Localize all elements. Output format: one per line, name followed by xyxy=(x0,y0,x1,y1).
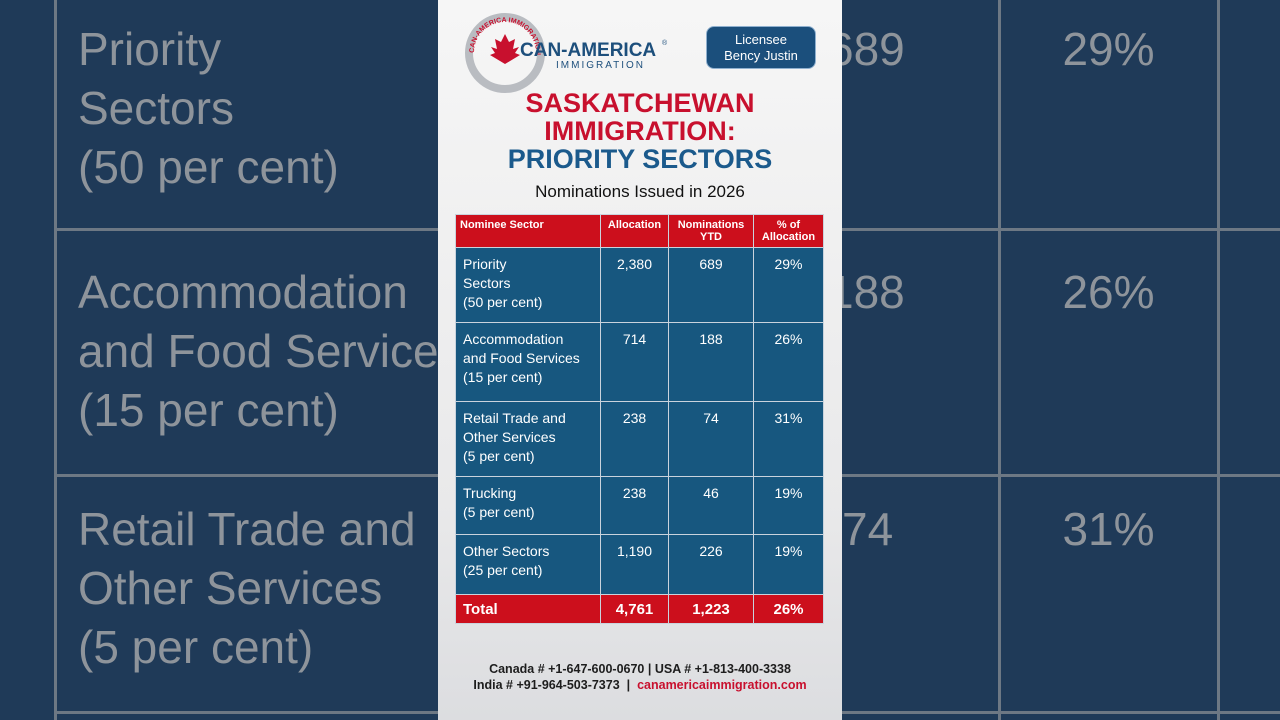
bg-value: 31% xyxy=(1062,503,1155,555)
bg-line xyxy=(1217,0,1220,720)
title: SASKATCHEWAN xyxy=(525,88,755,118)
column-header: Allocation xyxy=(600,214,669,248)
bg-sector: Retail Trade and Other Services (5 per c… xyxy=(78,503,416,673)
logo-ring xyxy=(465,13,545,93)
table-cell: 31% xyxy=(753,401,824,477)
table-cell: 238 xyxy=(600,476,669,535)
table-cell: 714 xyxy=(600,322,669,402)
license-label: Licensee xyxy=(734,32,788,47)
logo-registered: ® xyxy=(662,39,668,47)
table-cell: Accommodation and Food Services (15 per … xyxy=(455,322,601,402)
table-cell: Retail Trade and Other Services (5 per c… xyxy=(455,401,601,477)
table-cell: Other Sectors (25 per cent) xyxy=(455,534,601,595)
contact: Canada # +1-647-600-0670 | USA # +1-813-… xyxy=(489,662,791,676)
table-cell: 19% xyxy=(753,476,824,535)
table-cell: 46 xyxy=(668,476,754,535)
infographic: CAN-AMERICA IMMIGRATION CAN-AMERICA ® IM… xyxy=(438,0,842,720)
table-cell: 689 xyxy=(668,247,754,323)
maple-leaf xyxy=(490,34,520,64)
contact-india: India # +91-964-503-7373 xyxy=(473,678,620,692)
separator: | xyxy=(626,678,631,692)
license-name: Bency Justin xyxy=(724,48,798,63)
table-cell: Priority Sectors (50 per cent) xyxy=(455,247,601,323)
table-row: Priority Sectors (50 per cent) 2,380 689 29… xyxy=(455,247,824,323)
bg-value: 29% xyxy=(1062,23,1155,75)
table-row: Retail Trade and Other Services (5 per c… xyxy=(455,401,824,477)
table-cell: 74 xyxy=(668,401,754,477)
logo-name: CAN-AMERICA xyxy=(520,40,656,61)
column-header: Nominations YTD xyxy=(668,214,754,248)
bg-value: 26% xyxy=(1062,266,1155,318)
bg-sector: Accommodation and Food Services (15 per … xyxy=(78,266,462,436)
table: Nominee Sector Allocation Nominations YT… xyxy=(455,214,824,624)
bg-line xyxy=(54,0,57,720)
table-cell: 26% xyxy=(753,322,824,402)
logo: CAN-AMERICA IMMIGRATION CAN-AMERICA ® IM… xyxy=(465,13,668,93)
column-header: Nominee Sector xyxy=(455,214,601,248)
table-cell: 2,380 xyxy=(600,247,669,323)
total-cell: 1,223 xyxy=(668,594,754,624)
table-cell: 226 xyxy=(668,534,754,595)
contact: India # +91-964-503-7373 | canamericaimm… xyxy=(438,678,842,692)
total-cell: Total xyxy=(455,594,601,624)
table-cell: 238 xyxy=(600,401,669,477)
table-row: Trucking (5 per cent) 238 46 19% xyxy=(455,476,824,535)
title: IMMIGRATION: xyxy=(544,116,736,146)
table-cell: 19% xyxy=(753,534,824,595)
table-row: Other Sectors (25 per cent) 1,190 226 19% xyxy=(455,534,824,595)
bg-value: 74 xyxy=(842,503,894,555)
table-cell: 29% xyxy=(753,247,824,323)
subtitle: Nominations Issued in 2026 xyxy=(535,182,745,201)
bg-line xyxy=(998,0,1001,720)
column-header: % of Allocation xyxy=(753,214,824,248)
table-row: Accommodation and Food Services (15 per … xyxy=(455,322,824,402)
website[interactable]: canamericaimmigration.com xyxy=(637,678,807,692)
license-badge: Licensee Bency Justin xyxy=(706,26,816,69)
total-cell: 26% xyxy=(753,594,824,624)
bg-sector: Priority Sectors (50 per cent) xyxy=(78,23,339,193)
logo-tagline: IMMIGRATION xyxy=(556,60,645,71)
table-cell: Trucking (5 per cent) xyxy=(455,476,601,535)
total-cell: 4,761 xyxy=(600,594,669,624)
table-cell: 188 xyxy=(668,322,754,402)
title: PRIORITY SECTORS xyxy=(507,144,773,174)
table-cell: 1,190 xyxy=(600,534,669,595)
